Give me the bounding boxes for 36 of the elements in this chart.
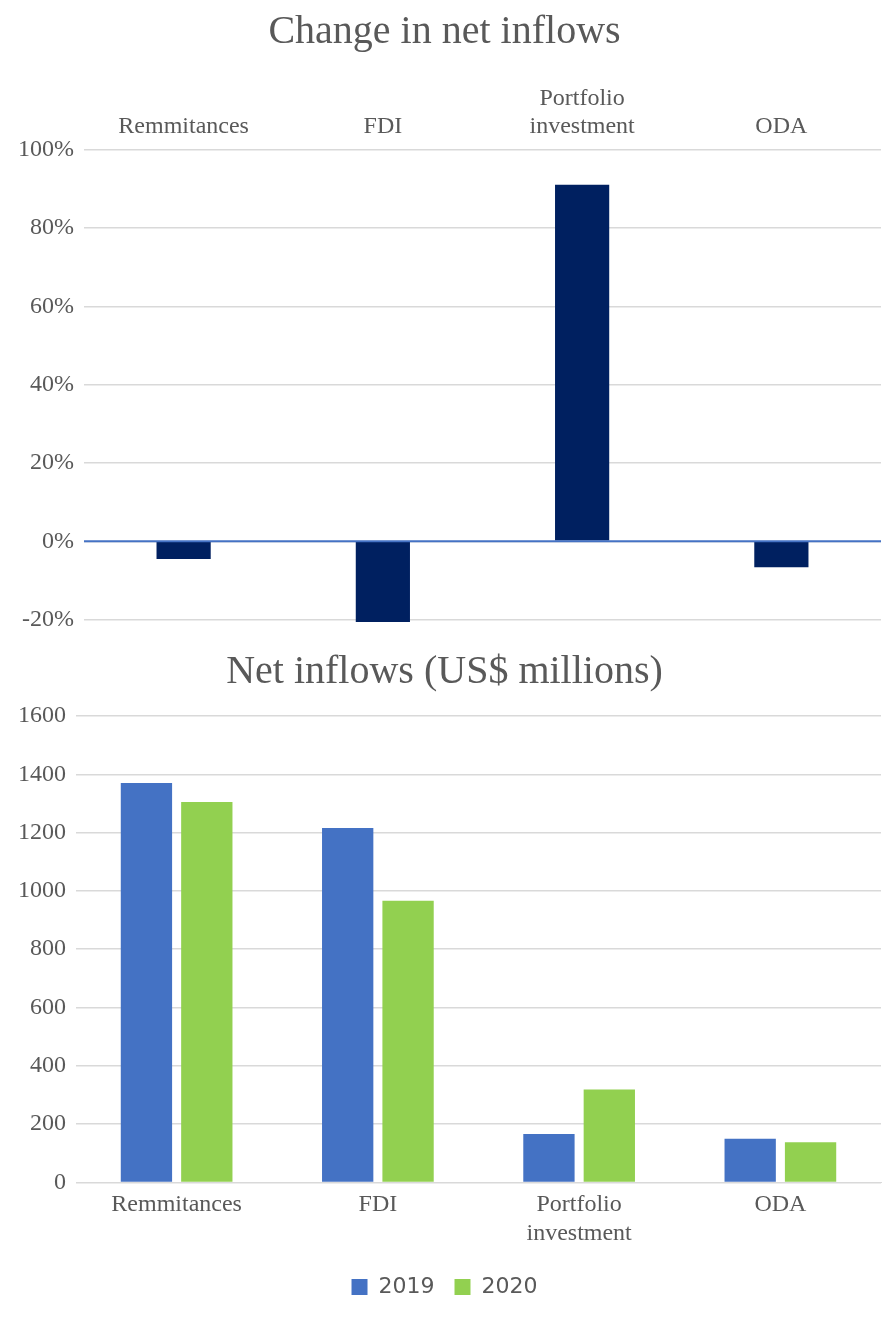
y-tick-label: 600 (30, 992, 66, 1019)
y-tick-label: 0% (41, 526, 74, 553)
x-tick-label: FDI (363, 112, 403, 139)
y-tick-label: -20% (22, 604, 74, 631)
legend-label: 2020 (481, 1272, 538, 1298)
legend-label: 2019 (378, 1272, 435, 1298)
y-tick-label: 80% (29, 213, 74, 240)
x-tick-label: ODA (755, 112, 809, 139)
bar (120, 783, 173, 1182)
y-tick-label: 400 (30, 1051, 66, 1078)
x-tick-label: ODA (754, 1190, 808, 1217)
x-tick-label: Portfolio investment (526, 1190, 633, 1245)
y-tick-label: 40% (29, 369, 74, 396)
x-tick-label: Remmitances (111, 1190, 242, 1217)
y-tick-label: 0 (54, 1167, 66, 1194)
y-tick-label: 60% (29, 291, 74, 318)
chart-title: Net inflows (US$ millions) (226, 646, 663, 692)
bar (784, 1142, 837, 1182)
bar (523, 1134, 575, 1182)
y-tick-label: 1200 (18, 817, 66, 844)
y-tick-label: 1600 (18, 701, 66, 728)
chart-title: Change in net inflows (268, 6, 621, 52)
y-tick-label: 20% (29, 448, 74, 475)
y-tick-label: 200 (30, 1109, 66, 1136)
bar (181, 801, 233, 1182)
bar (322, 827, 374, 1182)
x-tick-label: Portfolio investment (529, 83, 636, 139)
bar (382, 900, 434, 1182)
x-tick-label: Remmitances (118, 112, 249, 139)
x-tick-label: FDI (358, 1190, 398, 1217)
y-tick-label: 800 (30, 934, 66, 961)
y-tick-label: 1000 (18, 876, 66, 903)
bar (583, 1089, 635, 1182)
bar (724, 1138, 776, 1182)
y-tick-label: 1400 (18, 759, 66, 786)
y-tick-label: 100% (17, 134, 74, 161)
